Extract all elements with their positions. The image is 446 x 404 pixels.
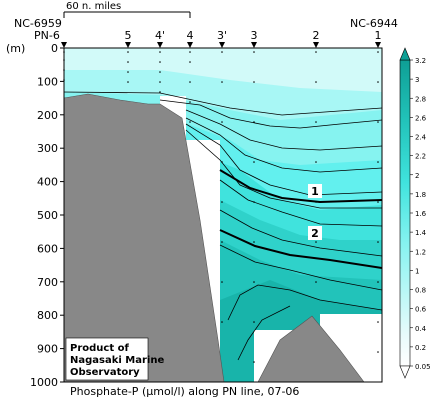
chart-title: Phosphate-P (μmol/l) along PN line, 07-0… <box>70 385 299 398</box>
colorbar-label: 1 <box>415 267 419 275</box>
contour-labels: 1 2 <box>308 184 322 240</box>
contour-lines-bold <box>219 169 383 269</box>
colorbar-label: 3.2 <box>415 57 426 65</box>
colorbar-label: 0.2 <box>415 344 426 352</box>
contour-line <box>185 129 382 209</box>
right-end-label: NC-6944 <box>350 17 398 30</box>
scale-bar: 60 n. miles <box>63 1 191 18</box>
station-label: 4' <box>155 29 165 42</box>
product-line-2: Nagasaki Marine <box>70 355 164 366</box>
contour-line <box>237 305 291 361</box>
contour-line-1 <box>219 169 383 204</box>
colorbar-label: 2.8 <box>415 95 426 103</box>
y-tick-label: 600 <box>37 242 58 255</box>
y-tick-label: 1000 <box>30 376 58 389</box>
station-labels: PN-6 5 4' 4 3' 3 2 1 <box>34 29 382 48</box>
colorbar-labels: 0.05 0.2 0.4 0.6 0.8 1 1.2 1.4 1.6 1.8 2 2.2 2.4 2.6 2… <box>410 57 431 371</box>
colorbar-label: 2.6 <box>415 114 427 122</box>
colorbar: 0.05 0.2 0.4 0.6 0.8 1 1.2 1.4 1.6 1.8 2 2.2 2.4 2.6 2… <box>399 47 431 379</box>
station-marker <box>61 42 67 48</box>
contour-line <box>227 284 383 321</box>
colorbar-label: 1.8 <box>415 191 426 199</box>
contour-line <box>219 209 383 257</box>
y-tick-label: 400 <box>37 176 58 189</box>
y-tick-label: 700 <box>37 276 58 289</box>
y-axis-ticks: 0 100 200 300 400 500 600 700 800 900 1000 <box>30 42 64 389</box>
station-label: 3' <box>217 29 227 42</box>
station-label: 4 <box>187 29 194 42</box>
station-marker <box>219 42 225 48</box>
colorbar-label: 1.4 <box>415 229 427 237</box>
y-tick-label: 0 <box>51 42 58 55</box>
station-marker <box>187 42 193 48</box>
contour-line <box>185 117 383 173</box>
contour-label-1: 1 <box>311 185 319 198</box>
contour-line <box>219 244 383 291</box>
y-tick-label: 200 <box>37 109 58 122</box>
colorbar-label: 2.4 <box>415 134 427 142</box>
left-end-label: NC-6959 <box>14 17 62 30</box>
y-tick-label: 100 <box>37 75 58 88</box>
contour-line <box>219 179 383 227</box>
y-tick-label: 800 <box>37 309 58 322</box>
station-marker <box>125 42 131 48</box>
colorbar-label: 0.4 <box>415 325 427 333</box>
contour-line <box>63 91 383 116</box>
product-box: Product of Nagasaki Marine Observatory <box>65 337 164 381</box>
colorbar-label: 2 <box>415 172 419 180</box>
y-axis-label: (m) <box>6 42 25 55</box>
station-label: 3 <box>251 29 258 42</box>
colorbar-label: 0.05 <box>415 363 431 371</box>
colorbar-label: 1.2 <box>415 248 426 256</box>
station-label: 2 <box>313 29 320 42</box>
station-marker <box>157 42 163 48</box>
colorbar-label: 2.2 <box>415 153 426 161</box>
colorbar-label: 1.6 <box>415 210 427 218</box>
contour-line-2 <box>219 229 383 269</box>
station-label: 5 <box>125 29 132 42</box>
y-tick-label: 300 <box>37 142 58 155</box>
scale-bar-label: 60 n. miles <box>66 1 121 12</box>
contour-lines <box>63 91 383 361</box>
contour-line <box>159 99 383 129</box>
product-line-1: Product of <box>70 343 129 354</box>
station-marker <box>313 42 319 48</box>
station-marker <box>251 42 257 48</box>
colorbar-label: 0.8 <box>415 287 426 295</box>
y-tick-label: 500 <box>37 209 58 222</box>
station-label: 1 <box>375 29 382 42</box>
colorbar-label: 3 <box>415 76 419 84</box>
contour-label-2: 2 <box>311 227 319 240</box>
contour-line <box>185 109 383 151</box>
y-tick-label: 900 <box>37 343 58 356</box>
product-line-3: Observatory <box>70 367 140 378</box>
station-marker <box>375 42 381 48</box>
colorbar-label: 0.6 <box>415 306 427 314</box>
station-label: PN-6 <box>34 29 60 42</box>
